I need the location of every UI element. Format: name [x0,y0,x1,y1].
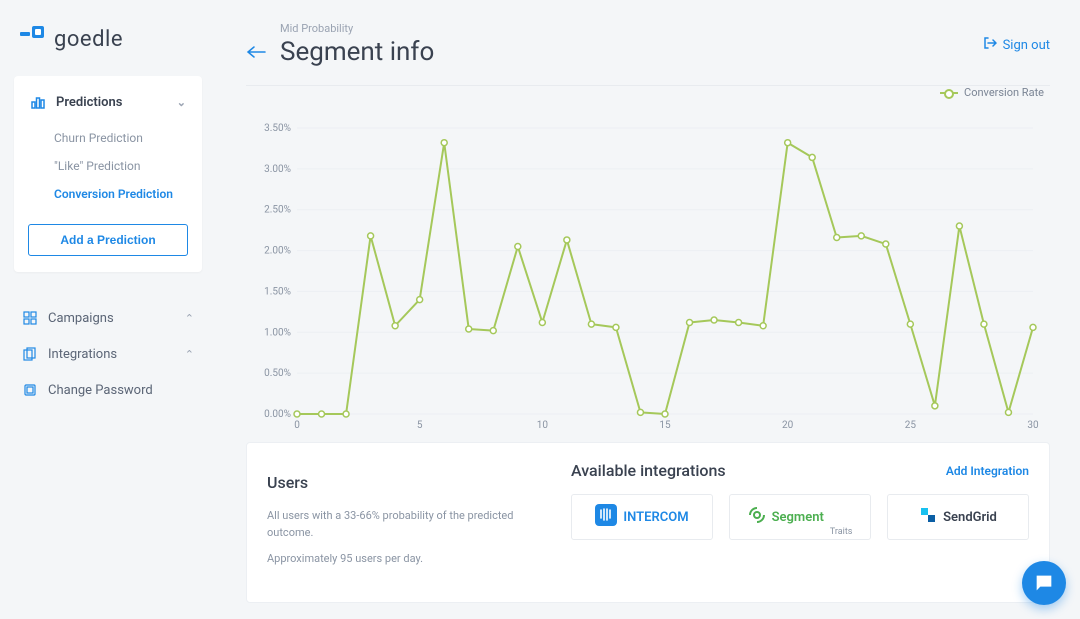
users-title: Users [267,461,547,492]
svg-text:1.50%: 1.50% [264,286,291,297]
integration-icon [919,506,937,528]
svg-text:0.50%: 0.50% [264,368,291,379]
add-integration-button[interactable]: Add Integration [946,464,1029,478]
nav-campaigns[interactable]: Campaigns ⌃ [14,300,202,336]
sign-out-button[interactable]: Sign out [983,36,1050,54]
users-column: Users All users with a 33-66% probabilit… [267,461,547,578]
nav-predictions-header[interactable]: Predictions ⌄ [14,86,202,118]
subitem-like[interactable]: "Like" Prediction [14,152,202,180]
sign-out-label: Sign out [1003,38,1050,53]
nav-integrations[interactable]: Integrations ⌃ [14,336,202,372]
integrations-column: Available integrations Add Integration I… [571,461,1029,578]
subitem-churn[interactable]: Churn Prediction [14,124,202,152]
add-prediction-button[interactable]: Add a Prediction [28,224,188,256]
svg-text:10: 10 [537,420,549,431]
integration-name: SendGrid [943,510,997,525]
sidebar: goedle Predictions ⌄ Churn Prediction "L… [0,0,216,619]
integration-card-sendgrid[interactable]: SendGrid [887,494,1029,540]
eyebrow: Mid Probability [280,22,434,35]
back-arrow-icon[interactable] [246,44,266,63]
chevron-up-icon: ⌃ [185,348,194,361]
users-approx: Approximately 95 users per day. [267,551,547,568]
integration-card-segment[interactable]: Segment Traits [729,494,871,540]
integration-name: Segment [772,510,824,525]
logo[interactable]: goedle [0,0,216,76]
bottom-panel: Users All users with a 33-66% probabilit… [246,442,1050,603]
logo-icon [20,26,46,52]
grid-icon [22,310,38,326]
nav-change-password[interactable]: Change Password [14,372,202,408]
nav-change-password-label: Change Password [48,383,153,398]
nav-integrations-label: Integrations [48,347,117,362]
svg-text:15: 15 [659,420,671,431]
nav-predictions-label: Predictions [56,95,122,110]
topbar: Mid Probability Segment info Sign out [246,22,1050,86]
chart-legend: Conversion Rate [940,86,1044,99]
copy-icon [22,346,38,362]
sign-out-icon [983,36,997,54]
chart-container: Conversion Rate 0.00% 0.50% 1.00% 1.50% 2.00… [246,86,1050,442]
users-desc: All users with a 33-66% probability of t… [267,508,547,541]
chevron-up-icon: ⌃ [185,312,194,325]
predictions-card: Predictions ⌄ Churn Prediction "Like" Pr… [14,76,202,272]
integrations-title: Available integrations [571,461,726,480]
nav-campaigns-label: Campaigns [48,311,114,326]
chat-launcher-button[interactable] [1022,561,1066,605]
nav-list: Campaigns ⌃ Integrations ⌃ Cha [0,300,216,408]
integration-card-intercom[interactable]: INTERCOM [571,494,713,540]
svg-text:0: 0 [294,420,300,431]
chart-icon [30,94,46,110]
subitem-conversion[interactable]: Conversion Prediction [14,180,202,208]
page-title: Segment info [280,37,434,67]
key-icon [22,382,38,398]
legend-swatch-icon [940,92,958,94]
svg-text:2.50%: 2.50% [264,205,291,216]
svg-text:2.00%: 2.00% [264,246,291,257]
logo-text: goedle [54,27,123,52]
integration-icon [595,504,617,530]
conversion-rate-chart: 0.00% 0.50% 1.00% 1.50% 2.00% 2.50% 3.00% 3.50%… [250,104,1046,434]
svg-text:1.00%: 1.00% [264,327,291,338]
integration-name: INTERCOM [623,510,688,525]
svg-text:3.00%: 3.00% [264,164,291,175]
integration-icon [748,506,766,528]
integration-cards: INTERCOM Segment Traits SendGrid [571,494,1029,540]
legend-label: Conversion Rate [964,86,1044,99]
svg-text:5: 5 [417,420,423,431]
svg-text:20: 20 [782,420,794,431]
svg-text:25: 25 [905,420,917,431]
svg-text:30: 30 [1027,420,1039,431]
svg-text:3.50%: 3.50% [264,123,291,134]
svg-text:0.00%: 0.00% [264,409,291,420]
integration-sub: Traits [830,527,853,537]
chevron-down-icon: ⌄ [177,96,186,109]
predictions-subitems: Churn Prediction "Like" Prediction Conve… [14,118,202,218]
main: Mid Probability Segment info Sign out Co… [216,0,1080,619]
